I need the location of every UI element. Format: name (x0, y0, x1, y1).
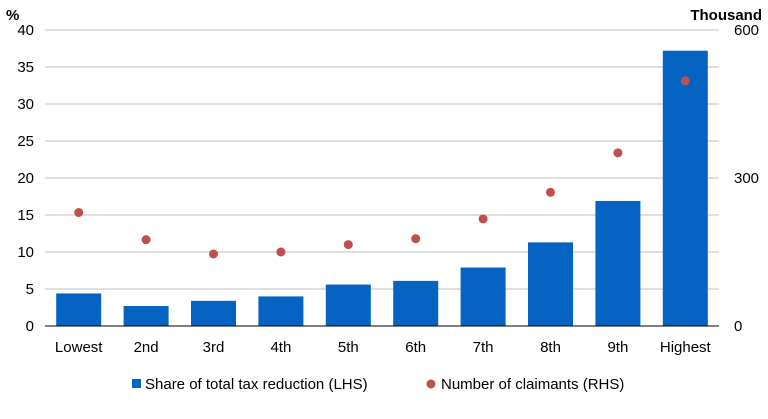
category-label: 4th (270, 339, 291, 356)
legend-label-bar: Share of total tax reduction (LHS) (145, 376, 368, 393)
dot-point (411, 234, 421, 244)
category-label: 9th (607, 339, 628, 356)
bar (325, 284, 371, 326)
bar (393, 280, 439, 326)
bar-series (56, 50, 708, 326)
bar (528, 242, 573, 326)
dot-point (141, 235, 151, 245)
dot-point (74, 208, 84, 218)
dot-series (74, 76, 690, 259)
category-label: 8th (540, 339, 561, 356)
category-label: 3rd (203, 339, 225, 356)
bar (460, 267, 506, 326)
category-label: 6th (405, 339, 426, 356)
left-tick-label: 25 (17, 133, 34, 150)
gridlines (45, 29, 719, 290)
legend: Share of total tax reduction (LHS) Numbe… (132, 376, 624, 393)
category-label: Highest (660, 339, 712, 356)
dot-point (478, 214, 488, 224)
right-tick-label: 300 (734, 170, 759, 187)
dot-point (343, 240, 353, 250)
left-tick-label: 0 (26, 318, 34, 335)
category-label: 2nd (134, 339, 159, 356)
right-tick-label: 600 (734, 22, 759, 39)
dot-point (276, 247, 286, 257)
left-tick-label: 35 (17, 59, 34, 76)
left-axis-unit-label: % (6, 7, 19, 24)
legend-label-dot: Number of claimants (RHS) (441, 376, 624, 393)
left-tick-label: 5 (26, 281, 34, 298)
right-axis-ticks: 0 300 600 (734, 22, 759, 335)
bar (595, 200, 641, 326)
dot-point (209, 249, 218, 259)
bar (123, 306, 169, 326)
left-tick-label: 20 (17, 170, 34, 187)
bar (258, 296, 304, 326)
category-label: 5th (338, 339, 359, 356)
x-axis-categories: Lowest 2nd 3rd 4th 5th 6th 7th 8th 9th Highest (55, 339, 712, 356)
left-tick-label: 30 (17, 96, 34, 113)
left-tick-label: 15 (17, 207, 34, 224)
dot-point (613, 148, 623, 158)
bar (191, 300, 236, 326)
left-axis-ticks: 0 5 10 15 20 25 30 35 40 (17, 22, 34, 335)
category-label: 7th (473, 339, 494, 356)
legend-swatch-dot (426, 379, 436, 389)
bar (56, 293, 102, 326)
bar (662, 50, 708, 326)
right-tick-label: 0 (734, 318, 742, 335)
legend-swatch-bar (132, 379, 141, 388)
dot-point (680, 76, 690, 86)
left-tick-label: 10 (17, 244, 34, 261)
right-axis-unit-label: Thousand (690, 7, 762, 24)
category-label: Lowest (55, 339, 103, 356)
dot-point (546, 187, 555, 197)
left-tick-label: 40 (17, 22, 34, 39)
